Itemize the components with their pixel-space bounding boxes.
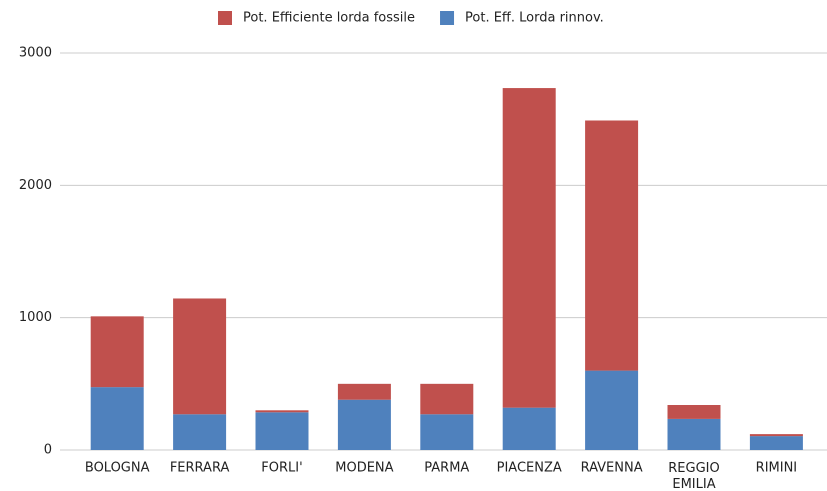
x-tick-label: MODENA bbox=[335, 461, 393, 476]
bar-segment bbox=[420, 383, 474, 415]
bar-segment bbox=[585, 370, 639, 450]
x-tick-label: FERRARA bbox=[170, 461, 230, 476]
x-tick-label: PIACENZA bbox=[497, 461, 562, 476]
bar-segment bbox=[667, 405, 721, 419]
bar-segment bbox=[173, 414, 227, 450]
bar-segment bbox=[337, 399, 391, 450]
y-tick-label: 1000 bbox=[19, 310, 52, 325]
bar-segment bbox=[585, 120, 639, 371]
legend-label: Pot. Eff. Lorda rinnov. bbox=[465, 11, 604, 26]
bar-segment bbox=[90, 387, 144, 450]
x-tick-label: RIMINI bbox=[756, 461, 797, 476]
bar-segment bbox=[255, 410, 309, 413]
bar-segment bbox=[502, 407, 556, 450]
y-tick-label: 3000 bbox=[19, 46, 52, 61]
legend-label: Pot. Efficiente lorda fossile bbox=[243, 11, 415, 26]
bar-segment bbox=[90, 316, 144, 388]
y-tick-label: 2000 bbox=[19, 178, 52, 193]
legend-swatch bbox=[440, 11, 455, 25]
x-tick-label: BOLOGNA bbox=[85, 461, 150, 476]
y-tick-label: 0 bbox=[44, 443, 52, 458]
x-tick-label: RAVENNA bbox=[581, 461, 643, 476]
bar-segment bbox=[667, 418, 721, 450]
bar-segment bbox=[255, 412, 309, 450]
bar-segment bbox=[749, 434, 803, 437]
bar-segment bbox=[420, 414, 474, 450]
bar-segment bbox=[749, 436, 803, 450]
legend-swatch bbox=[218, 11, 232, 25]
bar-segment bbox=[173, 298, 227, 415]
bar-segment bbox=[502, 88, 556, 408]
bar-segment bbox=[337, 383, 391, 400]
x-tick-label: PARMA bbox=[424, 461, 469, 476]
x-tick-label: REGGIO EMILIA bbox=[668, 461, 719, 491]
x-tick-label: FORLI' bbox=[261, 461, 302, 476]
